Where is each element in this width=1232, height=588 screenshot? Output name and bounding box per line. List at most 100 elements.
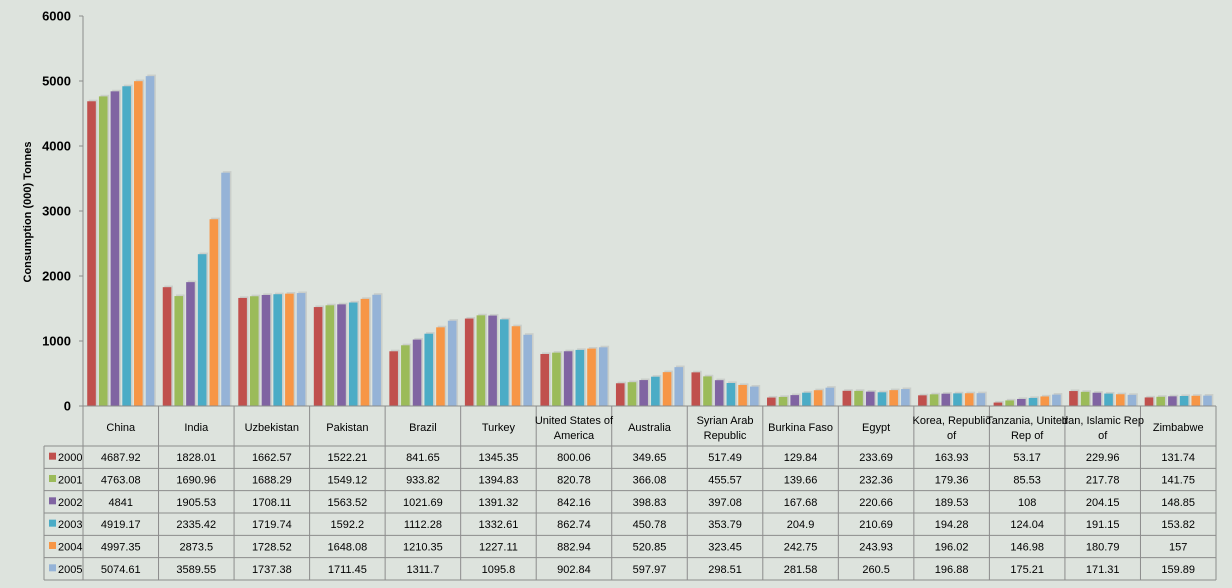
bar [889, 390, 898, 406]
table-cell: 175.21 [1010, 564, 1044, 576]
table-cell: 1311.7 [406, 564, 439, 576]
table-cell: 820.78 [557, 474, 591, 486]
bar [1052, 394, 1061, 406]
legend-key [49, 541, 56, 549]
table-cell: 108 [1018, 497, 1036, 509]
table-cell: 243.93 [859, 541, 893, 553]
table-cell: 366.08 [633, 474, 667, 486]
table-cell: 167.68 [784, 497, 818, 509]
bar [901, 389, 910, 406]
bar [174, 296, 184, 406]
table-cell: 210.69 [859, 519, 893, 531]
series-name: 2002 [58, 497, 82, 509]
category-label: America [554, 430, 595, 442]
series-name: 2000 [58, 452, 82, 464]
bar [726, 383, 736, 406]
bar [575, 349, 585, 406]
table-cell: 281.58 [784, 564, 818, 576]
bar [1017, 398, 1026, 406]
category-label: Rep of [1011, 430, 1044, 442]
table-cell: 841.65 [406, 452, 440, 464]
bar [134, 81, 143, 407]
bar [615, 383, 625, 406]
category-label: Pakistan [326, 422, 368, 434]
bar [98, 96, 108, 406]
table-cell: 1737.38 [252, 564, 292, 576]
category-label: Burkina Faso [768, 422, 833, 434]
bar [511, 326, 521, 406]
category-label: United States of [535, 415, 614, 427]
category-label: Brazil [409, 422, 437, 434]
y-tick-label: 5000 [42, 74, 71, 89]
bar [348, 302, 358, 406]
bar [941, 393, 951, 406]
y-tick-label: 2000 [42, 269, 71, 284]
table-cell: 298.51 [708, 564, 742, 576]
category-label: China [106, 422, 136, 434]
table-cell: 217.78 [1086, 474, 1120, 486]
bar [389, 351, 398, 406]
bar [476, 315, 486, 406]
table-cell: 2335.42 [176, 519, 216, 531]
table-cell: 1719.74 [252, 519, 292, 531]
table-cell: 196.02 [935, 541, 969, 553]
table-cell: 1662.57 [252, 452, 292, 464]
bar [1005, 400, 1014, 406]
y-tick-label: 4000 [42, 139, 71, 154]
series-name: 2004 [58, 541, 82, 553]
table-cell: 129.84 [784, 452, 818, 464]
table-cell: 1095.8 [482, 564, 516, 576]
table-cell: 189.53 [935, 497, 969, 509]
bar [877, 392, 887, 406]
table-cell: 455.57 [708, 474, 742, 486]
category-label: Syrian Arab [697, 415, 754, 427]
bar [953, 393, 962, 406]
table-cell: 517.49 [708, 452, 742, 464]
bar [778, 396, 788, 406]
table-cell: 194.28 [935, 519, 969, 531]
table-cell: 862.74 [557, 519, 591, 531]
table-cell: 1332.61 [479, 519, 519, 531]
table-cell: 4763.08 [101, 474, 141, 486]
table-cell: 1648.08 [327, 541, 367, 553]
bar [651, 376, 660, 406]
bar [221, 172, 230, 406]
bar [372, 294, 381, 406]
table-cell: 397.08 [708, 497, 742, 509]
bar [598, 347, 608, 406]
category-label: Iran, Islamic Rep [1061, 415, 1144, 427]
bar [1040, 396, 1050, 406]
legend-key [49, 564, 56, 572]
table-cell: 148.85 [1161, 497, 1195, 509]
table-cell: 233.69 [859, 452, 893, 464]
table-cell: 146.98 [1010, 541, 1044, 553]
bar [436, 327, 445, 406]
bar [337, 304, 346, 406]
category-label: Egypt [862, 422, 890, 434]
bar [1168, 396, 1177, 406]
bar [1028, 397, 1038, 406]
series-name: 2005 [58, 564, 82, 576]
table-cell: 53.17 [1013, 452, 1041, 464]
table-cell: 1227.11 [479, 541, 518, 553]
table-cell: 1828.01 [176, 452, 216, 464]
bar [918, 395, 927, 406]
table-cell: 242.75 [784, 541, 818, 553]
table-cell: 520.85 [633, 541, 667, 553]
table-cell: 1690.96 [176, 474, 216, 486]
table-cell: 1112.28 [404, 519, 442, 531]
bar [993, 402, 1003, 406]
bar [464, 318, 474, 406]
table-cell: 1522.21 [327, 452, 367, 464]
category-label: Turkey [482, 422, 516, 434]
bar [802, 392, 811, 406]
category-label: India [184, 422, 209, 434]
bar [273, 294, 282, 406]
table-cell: 220.66 [859, 497, 893, 509]
bar [145, 76, 155, 406]
bar [122, 86, 131, 406]
bar [813, 390, 823, 406]
y-tick-label: 1000 [42, 334, 71, 349]
table-cell: 1708.11 [252, 497, 291, 509]
table-cell: 85.53 [1013, 474, 1041, 486]
